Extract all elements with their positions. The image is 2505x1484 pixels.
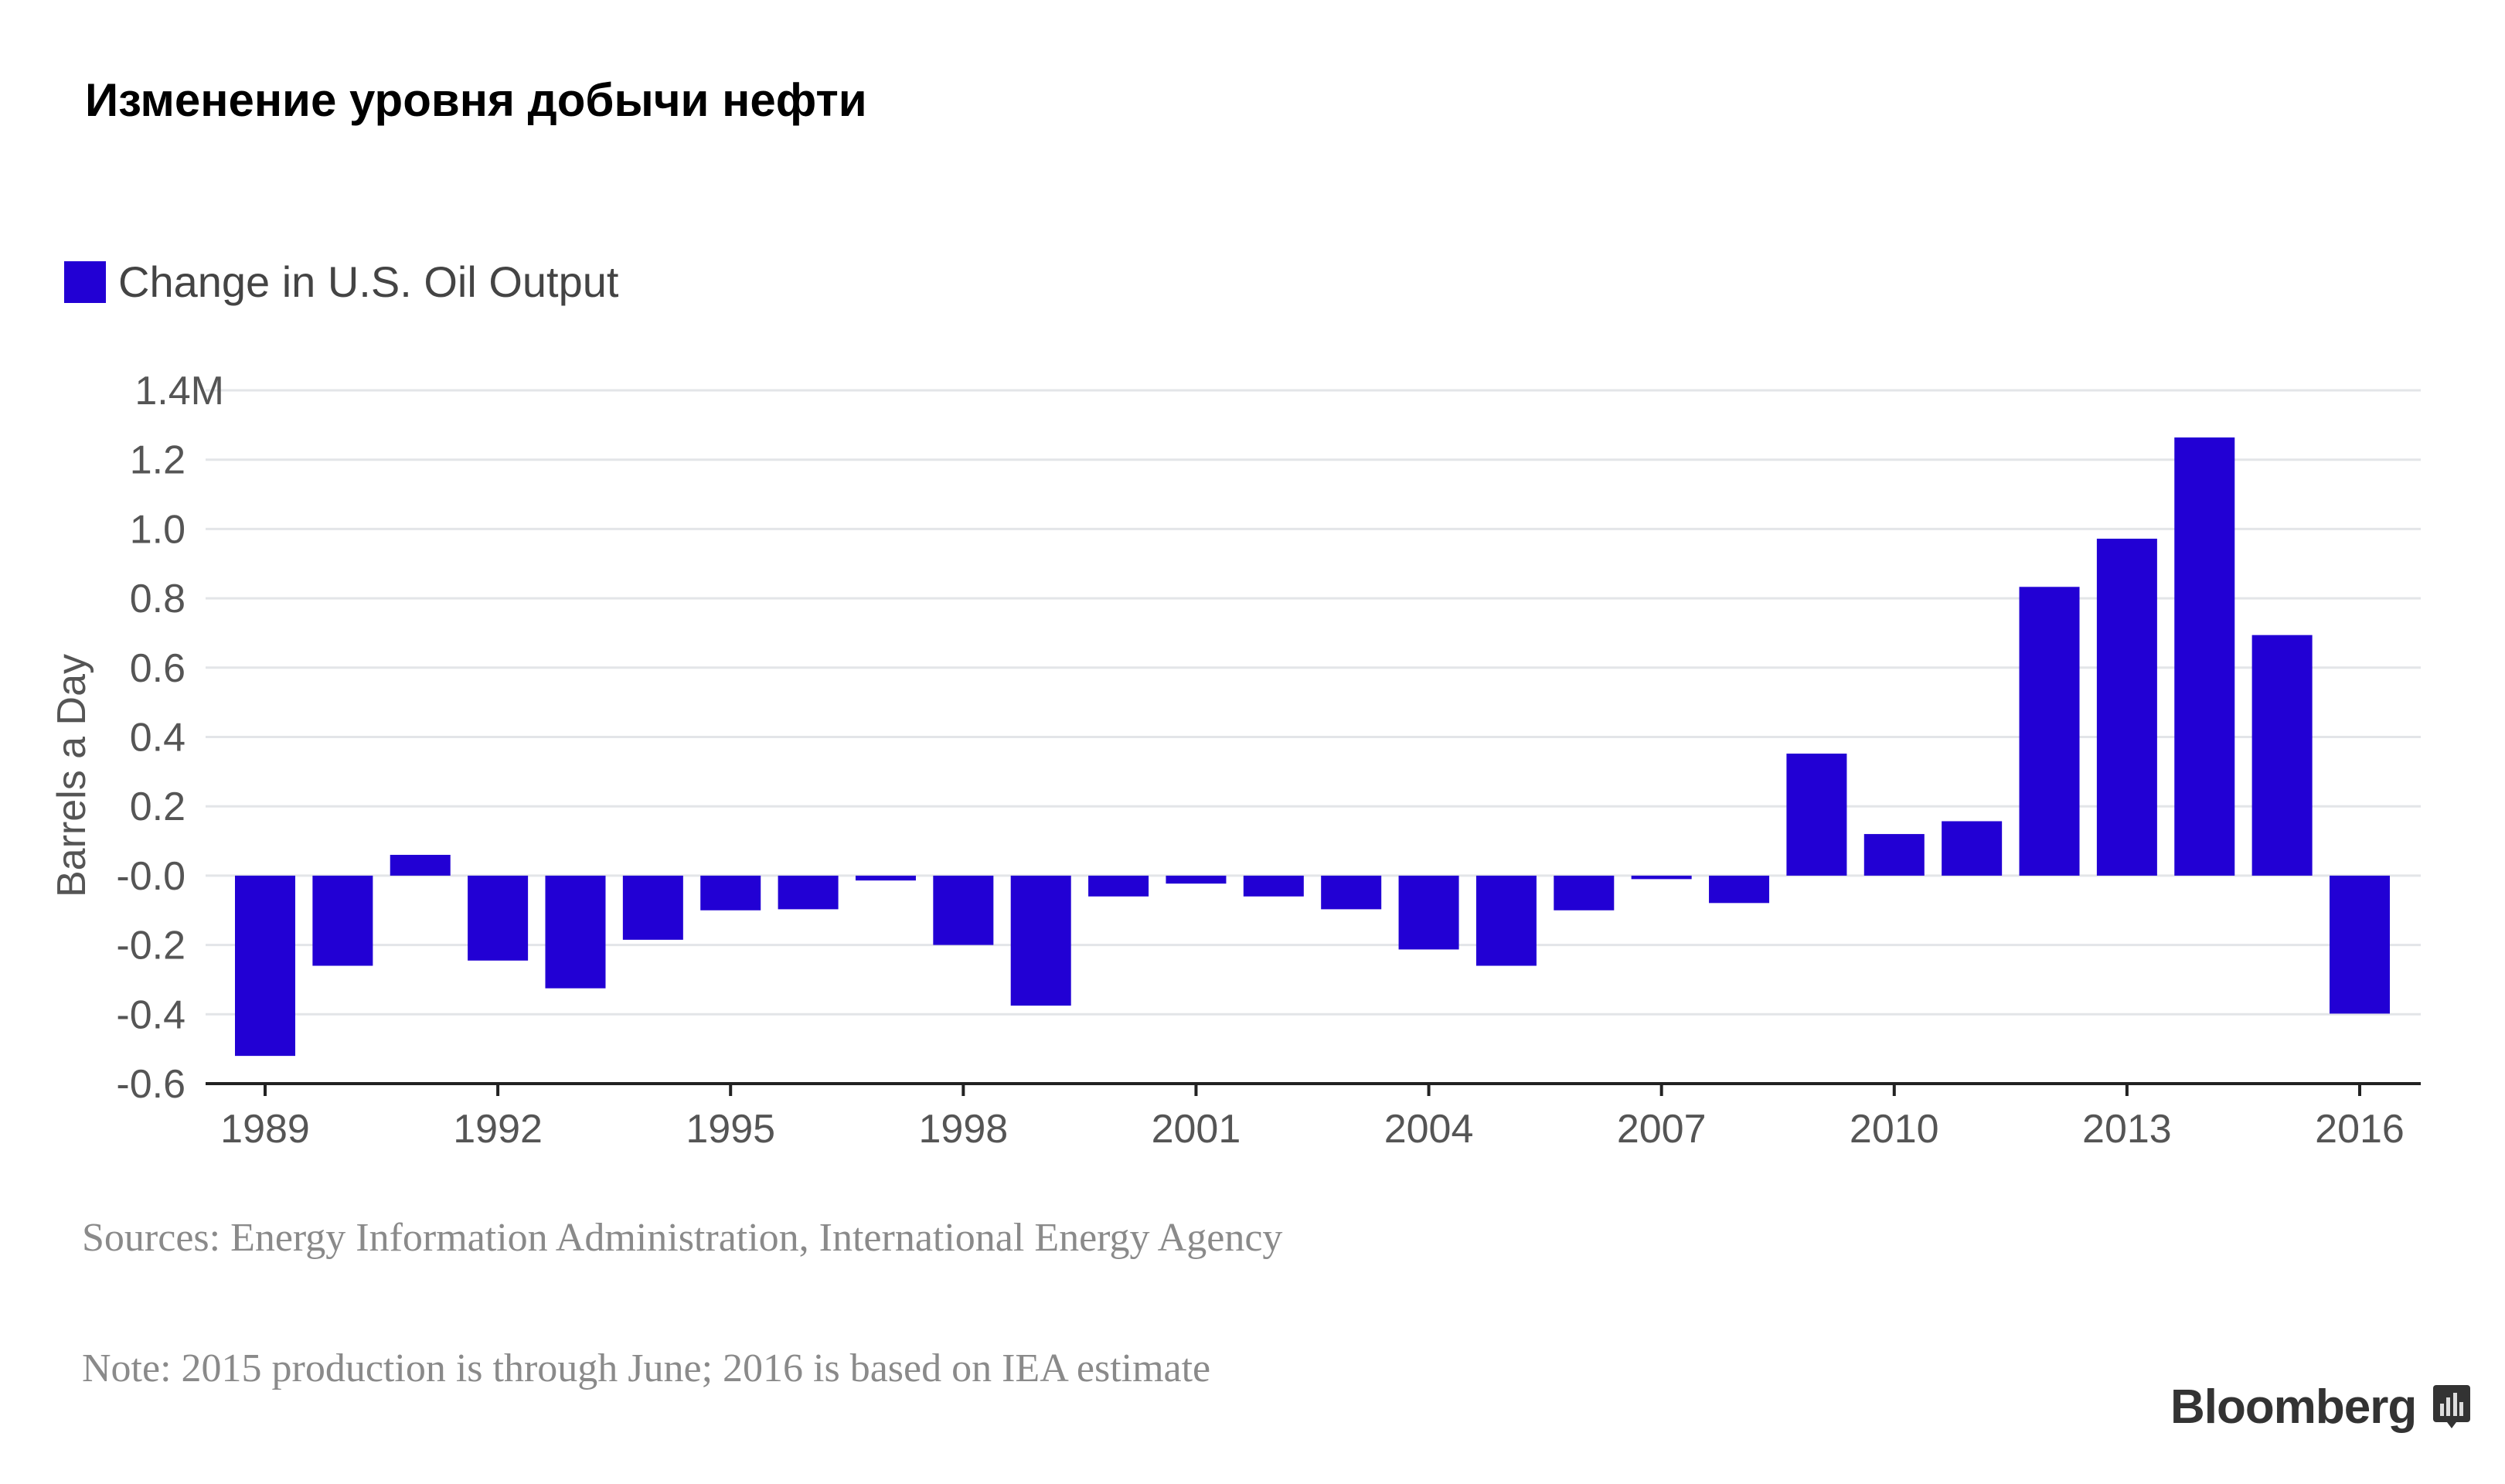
chart-title: Изменение уровня добычи нефти (85, 74, 867, 126)
x-tick-label: 2007 (1617, 1107, 1707, 1152)
note-text: Note: 2015 production is through June; 2… (82, 1346, 1211, 1390)
bar-2013 (2096, 538, 2157, 876)
bar-1996 (778, 875, 839, 910)
bar-2001 (1166, 875, 1227, 884)
x-tick-label: 2016 (2315, 1107, 2405, 1152)
x-tick-label: 2013 (2082, 1107, 2172, 1152)
y-tick-label: 1.0 (130, 507, 185, 552)
y-tick-label: -0.4 (116, 992, 185, 1037)
bar-2006 (1554, 875, 1615, 910)
bar-1992 (468, 875, 529, 961)
y-tick-label: 0.8 (130, 577, 185, 621)
sources-text: Sources: Energy Information Administrati… (82, 1216, 1283, 1260)
bar-2014 (2174, 437, 2235, 876)
bar-1989 (235, 875, 295, 1057)
y-tick-label: 1.4M (134, 369, 224, 414)
bar-2012 (2019, 587, 2080, 876)
y-tick-label: 0.2 (130, 785, 185, 829)
legend-label: Change in U.S. Oil Output (118, 257, 619, 306)
bar-2015 (2251, 635, 2313, 876)
y-tick-label: 0.4 (130, 716, 185, 761)
x-tick-label: 2010 (1850, 1107, 1939, 1152)
bar-2005 (1475, 875, 1537, 966)
brand-name: Bloomberg (2170, 1380, 2417, 1434)
bar-2003 (1321, 875, 1382, 910)
bar-1998 (933, 875, 994, 945)
bar-1995 (700, 875, 761, 910)
y-tick-label: 1.2 (130, 438, 185, 483)
x-tick-label: 1998 (918, 1107, 1008, 1152)
legend-swatch (64, 260, 106, 303)
y-axis-label: Barrels a Day (49, 654, 94, 897)
bar-2009 (1786, 754, 1847, 876)
bar-2007 (1631, 875, 1692, 880)
x-tick-label: 2001 (1152, 1107, 1241, 1152)
x-tick-label: 1992 (453, 1107, 543, 1152)
bar-1994 (622, 875, 683, 940)
y-tick-label: -0.6 (116, 1062, 185, 1107)
bar-2004 (1398, 875, 1459, 950)
legend: Change in U.S. Oil Output (64, 257, 618, 307)
x-tick-label: 2004 (1384, 1107, 1474, 1152)
y-tick-label: 0.6 (130, 646, 185, 691)
bloomberg-chart-icon (2433, 1384, 2471, 1428)
bar-2010 (1863, 834, 1925, 876)
y-tick-label: -0.2 (116, 924, 185, 968)
bar-2011 (1942, 821, 2003, 876)
x-tick-label: 1989 (220, 1107, 310, 1152)
bar-2000 (1088, 875, 1149, 897)
bar-2008 (1709, 875, 1770, 904)
bar-1997 (855, 875, 916, 881)
bar-1999 (1010, 875, 1071, 1006)
y-tick-label: -0.0 (116, 854, 185, 899)
bar-2002 (1243, 875, 1304, 897)
bloomberg-logo: Bloomberg (2170, 1380, 2471, 1435)
bar-2016 (2330, 875, 2390, 1014)
bar-1991 (390, 854, 451, 876)
x-tick-label: 1995 (686, 1107, 775, 1152)
bar-1990 (312, 875, 373, 966)
bar-1993 (545, 875, 606, 989)
